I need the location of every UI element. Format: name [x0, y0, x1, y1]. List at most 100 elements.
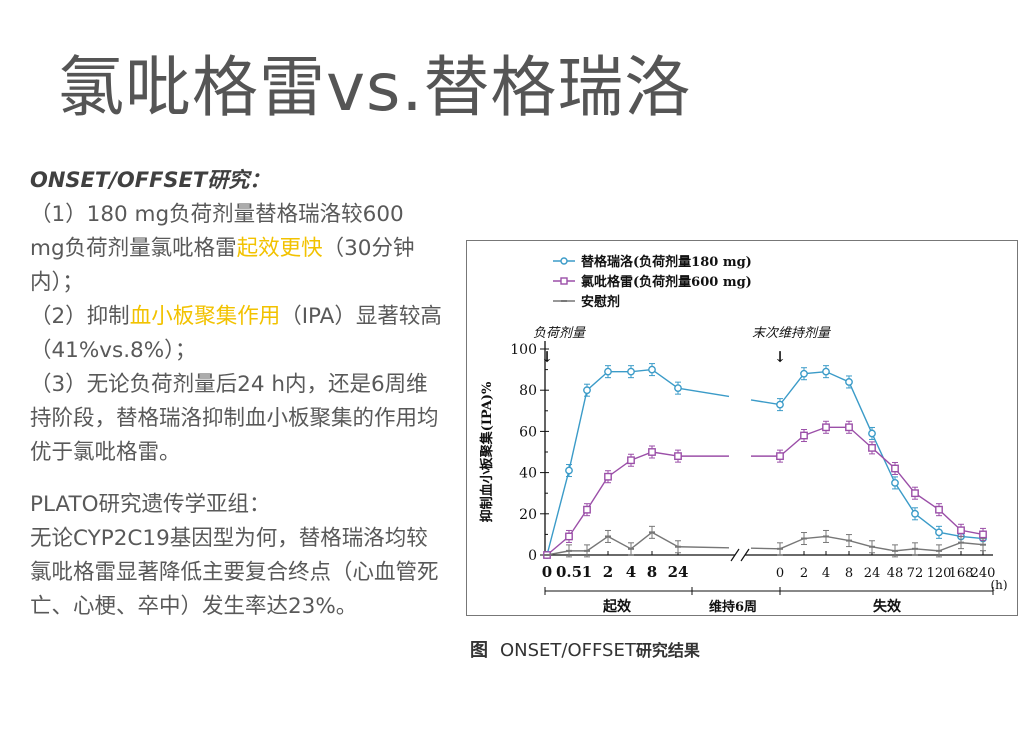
caption-fig-label: 图 — [470, 640, 488, 661]
y-tick-label: 20 — [519, 507, 537, 523]
x-tick-label: 8 — [845, 566, 853, 581]
finding-1-pre: （1）180 mg负荷剂量替格瑞洛较600 mg负荷剂量氯吡格雷 — [30, 202, 404, 261]
finding-1-post: （30分钟内）； — [30, 236, 415, 295]
onset-heading: ONSET/OFFSET研究： — [30, 163, 445, 198]
series-line — [750, 399, 781, 406]
data-point — [627, 456, 635, 465]
ipa-chart: 0 20 40 60 80 100 抑制血小板聚集(IPA)% 0 0.5 1 2 4 8 24 0 2 4 8 2… — [466, 240, 1018, 616]
data-point — [935, 528, 943, 537]
data-point — [604, 367, 612, 376]
series-line — [779, 426, 984, 536]
x-tick-label: 2 — [800, 566, 808, 581]
legend-marker — [560, 257, 568, 265]
data-point — [674, 452, 682, 461]
annotation-loading-dose: 负荷剂量 — [533, 326, 587, 341]
spacer — [30, 470, 445, 488]
series-line — [546, 368, 679, 556]
arrow-down-icon: ↓ — [541, 348, 554, 366]
x-tick-label: 48 — [887, 566, 904, 581]
finding-2: （2）抑制血小板聚集作用（IPA）显著较高（41%vs.8%）； — [30, 300, 445, 368]
arrow-down-icon: ↓ — [774, 348, 787, 366]
legend-marker — [560, 277, 568, 285]
finding-2-highlight: 血小板聚集作用 — [129, 304, 281, 329]
series-line — [779, 535, 984, 552]
x-unit-label: (h) — [990, 578, 1007, 592]
data-point — [565, 532, 573, 541]
plato-body: 无论CYP2C19基因型为何，替格瑞洛均较氯吡格雷显著降低主要复合终点（心血管死… — [30, 526, 439, 619]
y-tick-label: 100 — [510, 342, 537, 358]
x-tick-label: 1 — [582, 563, 592, 581]
legend-label: 替格瑞洛(负荷剂量180 mg) — [581, 254, 752, 270]
figure-caption: 图 ONSET/OFFSET研究结果 — [470, 636, 700, 662]
data-point — [911, 509, 919, 518]
data-point — [674, 384, 682, 393]
data-point — [891, 464, 899, 473]
onset-heading-en: ONSET/OFFSET — [30, 168, 208, 192]
annotation-last-dose: 末次维持剂量 — [752, 326, 832, 341]
data-point — [911, 489, 919, 498]
phase-label-offset: 失效 — [873, 598, 902, 615]
series-line — [677, 546, 730, 549]
y-tick-label: 80 — [519, 383, 537, 399]
phase-label-onset: 起效 — [602, 598, 632, 615]
plato-heading: PLATO研究遗传学亚组： — [30, 492, 271, 517]
phase-label-maintenance: 维持6周 — [709, 599, 757, 615]
data-point — [845, 423, 853, 432]
data-point — [776, 400, 784, 409]
x-tick-label: 0 — [776, 566, 784, 581]
data-point — [800, 369, 808, 378]
data-point — [583, 386, 591, 395]
legend-label: 氯吡格雷(负荷剂量600 mg) — [581, 274, 752, 290]
x-tick-label: 24 — [668, 563, 689, 581]
y-axis-label: 抑制血小板聚集(IPA)% — [479, 381, 495, 522]
caption-cn: 研究结果 — [635, 641, 700, 660]
data-point — [776, 452, 784, 461]
x-tick-label: 0 — [542, 563, 552, 581]
series-line — [779, 370, 984, 540]
data-point — [868, 429, 876, 438]
description-text: ONSET/OFFSET研究： （1）180 mg负荷剂量替格瑞洛较600 mg… — [30, 163, 445, 624]
data-point — [822, 423, 830, 432]
page-title: 氯吡格雷vs.替格瑞洛 — [58, 49, 692, 126]
x-tick-label: 24 — [864, 566, 881, 581]
data-point — [957, 526, 965, 535]
x-tick-label: 0.5 — [556, 563, 582, 581]
finding-2-post: （IPA）显著较高（41%vs.8%）； — [30, 304, 442, 363]
axis-break-mark — [740, 548, 750, 562]
data-point — [979, 530, 987, 539]
x-tick-label: 8 — [647, 563, 657, 581]
data-point — [648, 448, 656, 456]
axis-break-mark — [730, 548, 740, 562]
x-tick-label: 240 — [971, 566, 996, 581]
data-point — [845, 378, 853, 386]
finding-1-highlight: 起效更快 — [236, 236, 323, 261]
x-tick-label: 4 — [822, 566, 830, 581]
data-point — [583, 505, 591, 514]
x-tick-label: 120 — [927, 566, 952, 581]
caption-en: ONSET/OFFSET — [500, 640, 636, 661]
legend-label: 安慰剂 — [581, 294, 620, 310]
y-tick-label: 40 — [519, 466, 537, 482]
x-tick-label: 2 — [603, 563, 613, 581]
data-point — [800, 431, 808, 440]
y-tick-label: 0 — [528, 548, 537, 564]
data-point — [627, 367, 635, 376]
data-point — [868, 443, 876, 452]
data-point — [822, 367, 830, 376]
data-point — [604, 472, 612, 481]
data-point — [565, 466, 573, 475]
x-tick-label: 4 — [626, 563, 636, 581]
x-tick-label: 168 — [949, 566, 974, 581]
y-tick-label: 60 — [519, 424, 537, 440]
finding-3: （3）无论负荷剂量后24 h内，还是6周维持阶段，替格瑞洛抑制血小板聚集的作用均… — [30, 372, 439, 465]
series-line — [750, 547, 781, 550]
series-line — [677, 387, 730, 398]
finding-2-pre: （2）抑制 — [30, 304, 130, 329]
data-point — [891, 478, 899, 487]
data-point — [648, 365, 656, 374]
onset-heading-cn: 研究： — [207, 168, 271, 192]
finding-1: （1）180 mg负荷剂量替格瑞洛较600 mg负荷剂量氯吡格雷起效更快（30分… — [30, 198, 445, 300]
data-point — [935, 505, 943, 514]
x-tick-label: 72 — [907, 566, 924, 581]
